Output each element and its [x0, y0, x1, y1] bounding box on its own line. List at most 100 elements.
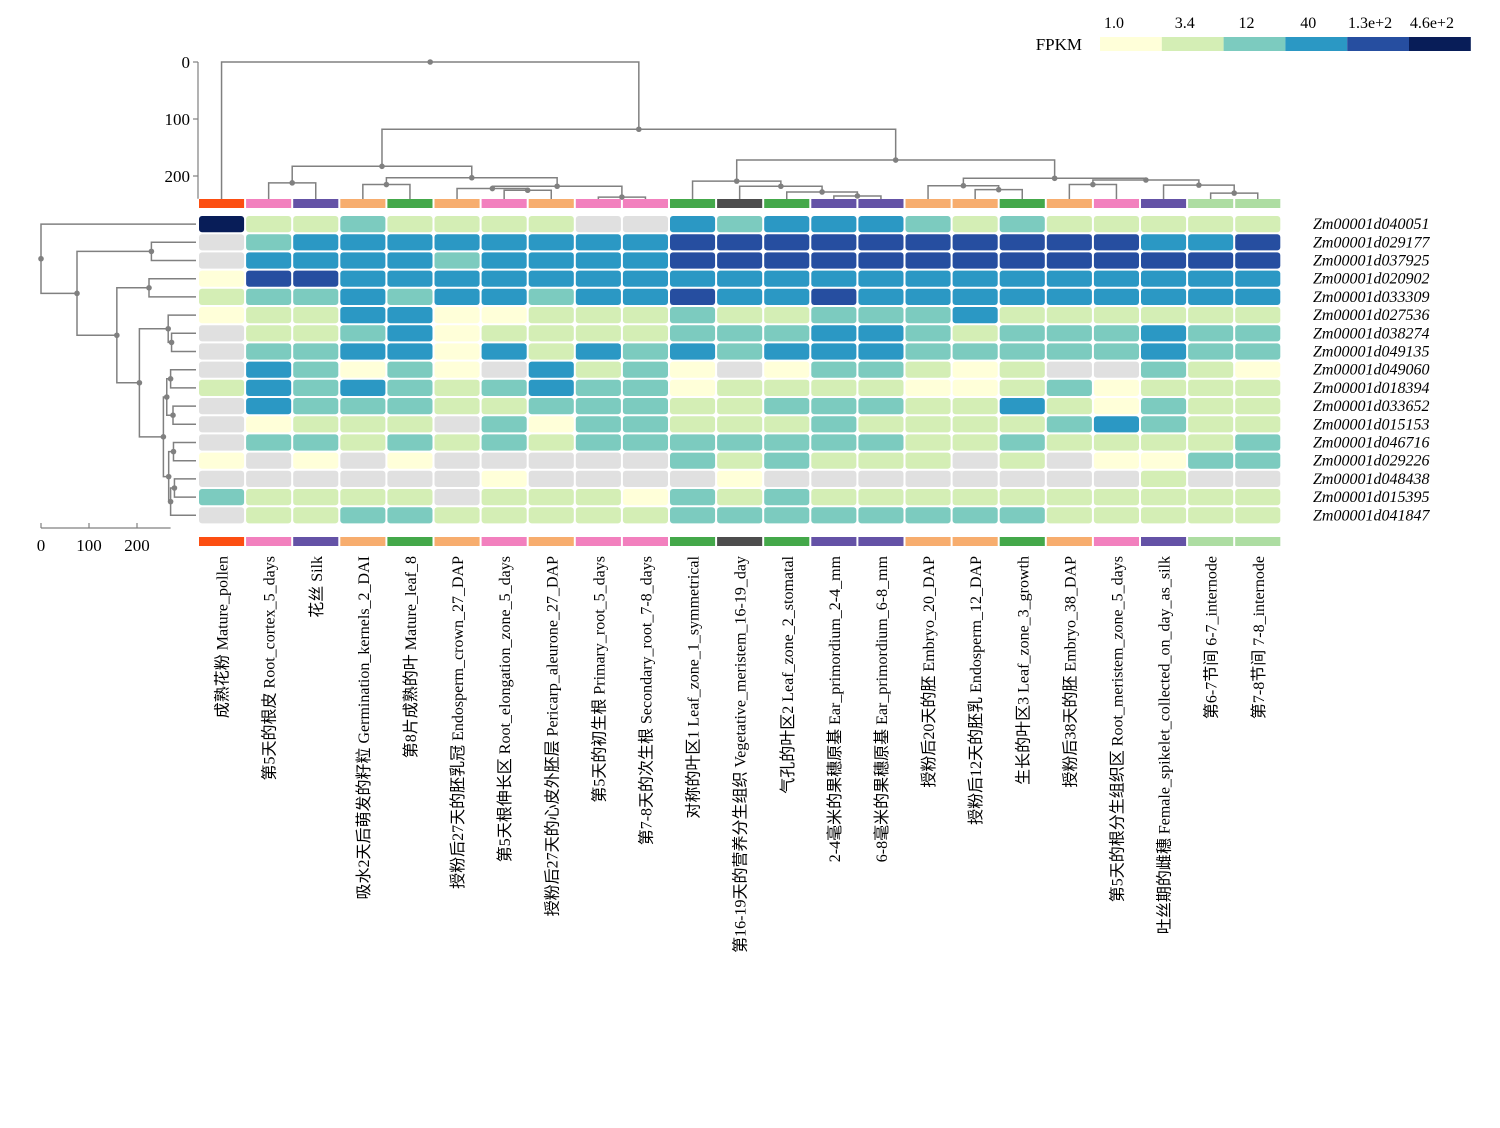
heatmap-cell — [434, 216, 480, 233]
fpkm-legend: FPKM 1.0 3.4 12 40 1.3e+2 4.6e+2 — [1036, 15, 1471, 54]
heatmap-cell — [199, 507, 245, 524]
heatmap-cell — [999, 343, 1045, 360]
heatmap-cell — [434, 470, 480, 487]
heatmap-cell — [340, 452, 386, 469]
heatmap-cell — [575, 343, 621, 360]
sample-group-swatch — [1188, 537, 1234, 546]
heatmap-cell — [340, 234, 386, 251]
dendrogram-node — [38, 255, 44, 262]
heatmap-cell — [340, 325, 386, 342]
heatmap-cell — [952, 452, 998, 469]
heatmap-cell — [811, 216, 857, 233]
sample-label: 授粉后27天的胚乳冠 Endosperm_crown_27_DAP — [449, 556, 467, 889]
heatmap-cell — [387, 270, 433, 287]
heatmap-cell — [528, 507, 574, 524]
heatmap-cell — [1235, 252, 1281, 269]
heatmap-cell — [717, 361, 763, 378]
heatmap-cell — [622, 270, 668, 287]
heatmap-cell — [1093, 252, 1139, 269]
heatmap-cell — [246, 361, 292, 378]
axis-tick-label: 0 — [37, 536, 46, 555]
legend-tick-label: 1.0 — [1104, 15, 1124, 32]
heatmap-cell — [199, 325, 245, 342]
sample-group-swatch — [387, 537, 433, 546]
gene-label: Zm00001d049060 — [1313, 362, 1429, 379]
heatmap-cell — [717, 507, 763, 524]
heatmap-cell — [905, 379, 951, 396]
heatmap-cell — [1188, 416, 1234, 433]
heatmap-cell — [528, 288, 574, 305]
dendrogram-branch — [170, 332, 196, 353]
heatmap-cell — [199, 470, 245, 487]
legend-tick-label: 1.3e+2 — [1348, 15, 1392, 32]
heatmap-cell — [293, 361, 339, 378]
sample-group-swatch — [1046, 537, 1092, 546]
heatmap-cell — [575, 416, 621, 433]
gene-label: Zm00001d027536 — [1313, 307, 1429, 324]
legend-swatch — [1409, 37, 1471, 51]
sample-group-swatch — [1093, 199, 1139, 208]
heatmap-cell — [905, 343, 951, 360]
heatmap-cell — [811, 361, 857, 378]
sample-group-swatch — [764, 199, 810, 208]
heatmap-cell — [340, 252, 386, 269]
heatmap-cell — [1235, 507, 1281, 524]
heatmap-cell — [670, 398, 716, 415]
heatmap-cell — [1235, 270, 1281, 287]
heatmap-cell — [293, 216, 339, 233]
heatmap-cell — [858, 325, 904, 342]
heatmap-cell — [293, 288, 339, 305]
sample-group-swatch — [764, 537, 810, 546]
heatmap-cell — [811, 307, 857, 324]
heatmap-cell — [1046, 270, 1092, 287]
heatmap-cell — [622, 288, 668, 305]
heatmap-cell — [670, 416, 716, 433]
heatmap-cell — [1046, 434, 1092, 451]
heatmap-cell — [246, 398, 292, 415]
heatmap-cell — [293, 470, 339, 487]
heatmap-cell — [481, 507, 527, 524]
heatmap-cell — [858, 379, 904, 396]
heatmap-cell — [575, 325, 621, 342]
heatmap-cell — [293, 270, 339, 287]
heatmap-cell — [1141, 452, 1187, 469]
sample-group-swatch — [481, 537, 527, 546]
heatmap-cell — [811, 270, 857, 287]
heatmap-cell — [481, 343, 527, 360]
heatmap-cell — [952, 343, 998, 360]
heatmap-cell — [952, 307, 998, 324]
sample-group-swatch — [999, 537, 1045, 546]
heatmap-cell — [764, 234, 810, 251]
heatmap-cell — [858, 270, 904, 287]
heatmap-cell — [246, 288, 292, 305]
heatmap-cell — [246, 252, 292, 269]
legend-tick-label: 4.6e+2 — [1410, 15, 1454, 32]
axis-tick-label: 200 — [124, 536, 150, 555]
heatmap-cell — [999, 398, 1045, 415]
heatmap-cell — [575, 379, 621, 396]
heatmap-cell — [1141, 343, 1187, 360]
gene-label: Zm00001d029226 — [1313, 453, 1429, 470]
heatmap-cell — [246, 379, 292, 396]
heatmap-cell — [622, 252, 668, 269]
heatmap-cell — [293, 343, 339, 360]
heatmap-cell — [1235, 452, 1281, 469]
heatmap-cell — [1235, 416, 1281, 433]
heatmap-cell — [1141, 434, 1187, 451]
heatmap-cell — [528, 216, 574, 233]
heatmap-cell — [528, 452, 574, 469]
dendrogram-branch — [172, 441, 196, 462]
sample-group-swatch — [952, 537, 998, 546]
heatmap-cell — [717, 343, 763, 360]
sample-label: 第7-8天的次生根 Secondary_root_7-8_days — [637, 556, 655, 845]
gene-label: Zm00001d040051 — [1313, 216, 1429, 233]
heatmap-cell — [1141, 307, 1187, 324]
heatmap-cell — [293, 234, 339, 251]
heatmap-cell — [999, 216, 1045, 233]
heatmap-cell — [905, 361, 951, 378]
heatmap-cell — [764, 288, 810, 305]
sample-group-swatch — [387, 199, 433, 208]
heatmap-cell — [905, 234, 951, 251]
heatmap-cell — [1093, 507, 1139, 524]
heatmap-cell — [481, 452, 527, 469]
